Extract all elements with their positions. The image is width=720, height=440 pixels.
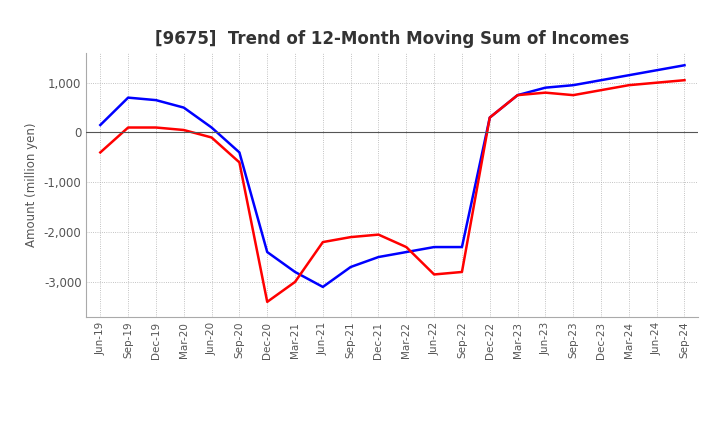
Ordinary Income (152, 98, 161, 103)
Title: [9675]  Trend of 12-Month Moving Sum of Incomes: [9675] Trend of 12-Month Moving Sum of I… (156, 30, 629, 48)
Net Income (680, 77, 689, 83)
Line: Ordinary Income: Ordinary Income (100, 65, 685, 287)
Net Income (458, 269, 467, 275)
Ordinary Income (597, 77, 606, 83)
Ordinary Income (318, 284, 327, 290)
Net Income (374, 232, 383, 237)
Ordinary Income (624, 73, 633, 78)
Net Income (513, 92, 522, 98)
Net Income (152, 125, 161, 130)
Ordinary Income (652, 68, 661, 73)
Ordinary Income (346, 264, 355, 270)
Ordinary Income (541, 85, 550, 90)
Net Income (96, 150, 104, 155)
Ordinary Income (458, 245, 467, 250)
Net Income (291, 279, 300, 285)
Net Income (318, 239, 327, 245)
Net Income (624, 83, 633, 88)
Net Income (235, 160, 243, 165)
Net Income (485, 115, 494, 120)
Net Income (207, 135, 216, 140)
Net Income (263, 299, 271, 304)
Ordinary Income (235, 150, 243, 155)
Ordinary Income (569, 83, 577, 88)
Ordinary Income (513, 92, 522, 98)
Ordinary Income (96, 122, 104, 128)
Net Income (652, 80, 661, 85)
Ordinary Income (263, 249, 271, 255)
Net Income (569, 92, 577, 98)
Ordinary Income (207, 125, 216, 130)
Net Income (597, 88, 606, 93)
Net Income (402, 245, 410, 250)
Ordinary Income (402, 249, 410, 255)
Net Income (124, 125, 132, 130)
Net Income (179, 127, 188, 132)
Ordinary Income (124, 95, 132, 100)
Net Income (541, 90, 550, 95)
Ordinary Income (179, 105, 188, 110)
Ordinary Income (430, 245, 438, 250)
Ordinary Income (291, 269, 300, 275)
Ordinary Income (374, 254, 383, 260)
Y-axis label: Amount (million yen): Amount (million yen) (25, 123, 38, 247)
Ordinary Income (485, 115, 494, 120)
Ordinary Income (680, 62, 689, 68)
Line: Net Income: Net Income (100, 80, 685, 302)
Net Income (346, 235, 355, 240)
Net Income (430, 272, 438, 277)
